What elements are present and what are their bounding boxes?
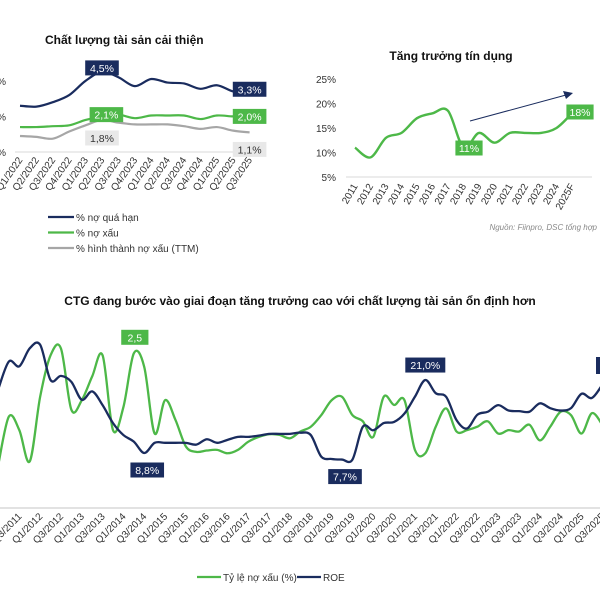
data-label: 4,5% [90,63,114,75]
data-label: 2,1% [94,110,118,122]
legend-label: Tỷ lệ nợ xấu (%) [223,572,297,584]
data-label-box [85,60,119,76]
y-tick-label: 15% [316,124,336,135]
data-label-box [89,107,124,123]
asset-quality-title: Chất lượng tài sản cải thiện [45,33,204,47]
data-label-box [232,108,267,124]
data-label-box [232,141,267,157]
y-tick-label: 25% [316,75,336,86]
series-line-1 [19,113,250,129]
source-note: Nguồn: Fiinpro, DSC tổng hợp [489,223,597,232]
data-label: 3,3% [238,84,262,96]
data-label: 18% [569,107,590,119]
legend-label: % hình thành nợ xấu (TTM) [76,243,199,255]
credit-growth-title: Tăng trưởng tín dụng [389,49,512,63]
series-line-0 [19,70,250,108]
cut-off-data-label-box [596,357,600,374]
data-label: 7,7% [333,472,357,484]
trend-arrow [469,94,567,122]
legend-label: ROE [323,573,345,584]
y-tick-label: 0% [0,148,6,159]
data-label: 21,0% [410,360,440,372]
data-label: 2,5 [128,332,143,344]
trend-arrowhead-icon [563,91,573,99]
asset-quality-chart: Chất lượng tài sản cải thiện 0%2%4%Q1/20… [0,33,267,255]
series-line-2 [19,118,250,140]
y-tick-label: 20% [316,100,336,111]
data-label-box [328,469,362,485]
data-label-box [405,357,446,373]
data-label-box [566,104,594,120]
y-tick-label: 10% [316,149,336,160]
credit-growth-chart: Tăng trưởng tín dụng Nguồn: Fiinpro, DSC… [316,49,598,232]
data-label: 1,1% [238,144,262,156]
data-label-box [85,130,119,146]
data-label: 2,0% [238,111,262,123]
y-tick-label: 5% [322,173,337,184]
data-label: 8,8% [135,465,159,477]
y-tick-label: 2% [0,112,6,123]
data-label-box [232,81,267,97]
ctg-chart-title: CTG đang bước vào giai đoạn tăng trưởng … [64,294,535,308]
legend-label: % nợ quá hạn [76,213,139,224]
y-tick-label: 4% [0,77,6,88]
ctg-npl-roe-chart: CTG đang bước vào giai đoạn tăng trưởng … [0,294,600,584]
data-label-box [121,329,149,345]
data-label: 11% [459,143,479,155]
series-line-1 [0,341,600,464]
legend-label: % nợ xấu [76,228,119,240]
series-line-0 [0,343,600,464]
data-label: 1,8% [90,133,114,145]
data-label-box [130,462,165,478]
data-label-box [455,140,483,156]
